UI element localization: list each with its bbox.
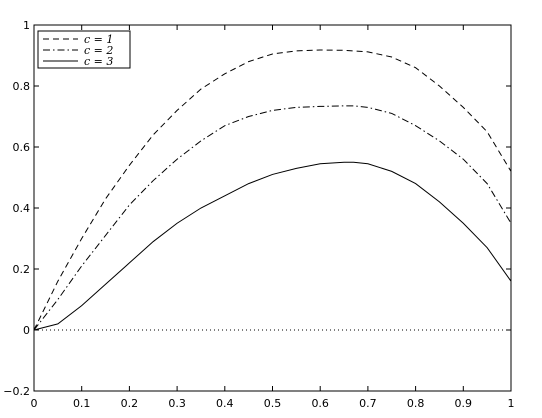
y-tick-label: −0.2 xyxy=(3,385,30,398)
plot-area: 0 0.1 0.2 0.3 0.4 0.5 0.6 0.7 0.8 0.9 1−0.200.20.4… xyxy=(3,19,514,410)
y-tick-label: 1 xyxy=(23,19,30,32)
x-tick-label: 0.6 xyxy=(311,397,329,410)
x-tick-label: 0.4 xyxy=(216,397,234,410)
y-tick-label: 0.2 xyxy=(13,263,31,276)
y-tick-label: 0.8 xyxy=(13,80,31,93)
y-tick-label: 0.6 xyxy=(13,141,31,154)
x-tick-label: 0.5 xyxy=(264,397,282,410)
y-tick-label: 0.4 xyxy=(13,202,31,215)
x-tick-label: 0.3 xyxy=(168,397,186,410)
series-line-2 xyxy=(33,105,512,331)
legend: c = 1 c = 2 c = 3 xyxy=(37,30,131,69)
legend-label-2: c = 2 xyxy=(84,44,113,57)
x-tick-label: 0.9 xyxy=(455,397,473,410)
y-tick-label: 0 xyxy=(23,324,30,337)
x-tick-label: 0.7 xyxy=(359,397,377,410)
legend-label-1: c = 1 xyxy=(84,33,113,46)
x-tick-label: 0 xyxy=(31,397,38,410)
legend-label-3: c = 3 xyxy=(84,55,113,68)
series-line-1 xyxy=(33,49,512,331)
x-tick-label: 0.1 xyxy=(73,397,91,410)
x-tick-label: 1 xyxy=(508,397,515,410)
series-line-3 xyxy=(33,161,512,331)
x-tick-label: 0.8 xyxy=(407,397,425,410)
x-tick-label: 0.2 xyxy=(121,397,139,410)
axes-frame xyxy=(33,24,512,392)
